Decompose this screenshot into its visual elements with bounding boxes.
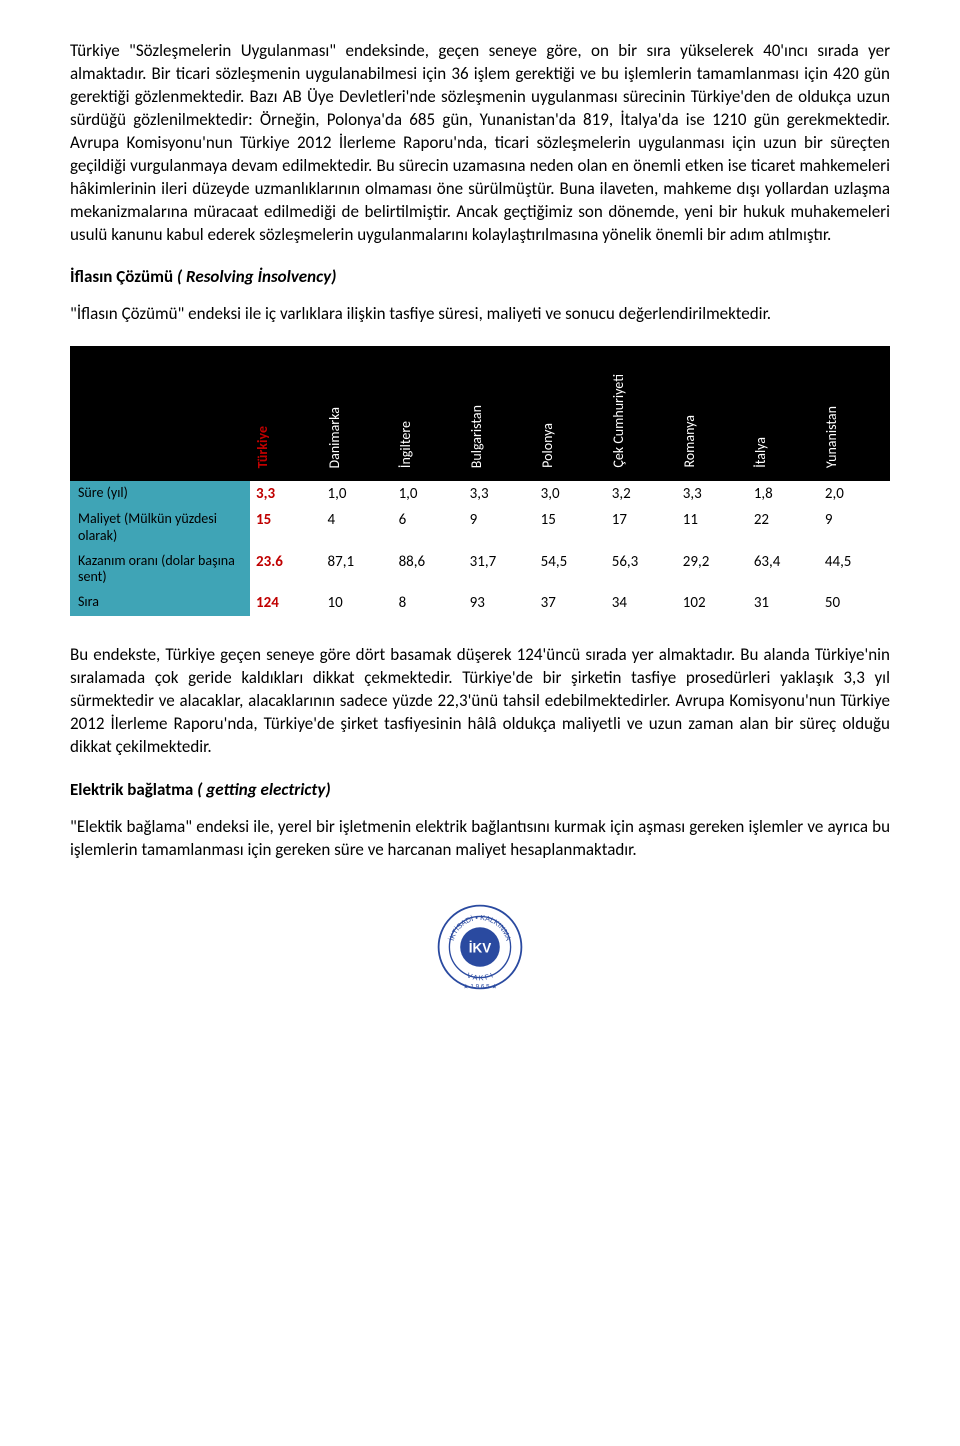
- table-row: Süre (yıl) 3,3 1,0 1,0 3,3 3,0 3,2 3,3 1…: [70, 481, 890, 507]
- row-label: Maliyet (Mülkün yüzdesi olarak): [70, 507, 250, 549]
- section-title-plain: İflasın Çözümü: [70, 266, 177, 287]
- row-label: Süre (yıl): [70, 481, 250, 507]
- svg-text:★ 1 9 6 5 ★: ★ 1 9 6 5 ★: [463, 983, 497, 990]
- ikv-logo-icon: İKV İKTİSADİ • KALKINMA V A K F I ★ 1 9 …: [435, 902, 525, 992]
- cell: 3,3: [677, 481, 748, 507]
- table-header-cek: Çek Cumhuriyeti: [606, 346, 677, 481]
- row-label: Sıra: [70, 590, 250, 616]
- cell: 17: [606, 507, 677, 549]
- footer-logo: İKV İKTİSADİ • KALKINMA V A K F I ★ 1 9 …: [70, 902, 890, 997]
- cell-tk: 3,3: [250, 481, 322, 507]
- cell: 2,0: [819, 481, 890, 507]
- section-title-plain: Elektrik bağlatma: [70, 779, 197, 800]
- cell-tk: 23.6: [250, 549, 322, 591]
- electricity-intro: "Elektik bağlama" endeksi ile, yerel bir…: [70, 816, 890, 862]
- insolvency-intro: "İflasın Çözümü" endeksi ile iç varlıkla…: [70, 303, 890, 326]
- cell: 54,5: [535, 549, 606, 591]
- cell: 11: [677, 507, 748, 549]
- cell: 10: [322, 590, 393, 616]
- cell: 15: [535, 507, 606, 549]
- cell: 87,1: [322, 549, 393, 591]
- table-header-italya: İtalya: [748, 346, 819, 481]
- cell: 1,8: [748, 481, 819, 507]
- section-title-electricity: Elektrik bağlatma ( getting electricty): [70, 779, 890, 800]
- cell-tk: 15: [250, 507, 322, 549]
- cell: 31: [748, 590, 819, 616]
- intro-paragraph: Türkiye "Sözleşmelerin Uygulanması" ende…: [70, 40, 890, 246]
- cell-tk: 124: [250, 590, 322, 616]
- cell: 63,4: [748, 549, 819, 591]
- cell: 1,0: [322, 481, 393, 507]
- table-header-bulgaristan: Bulgaristan: [464, 346, 535, 481]
- cell: 50: [819, 590, 890, 616]
- cell: 3,0: [535, 481, 606, 507]
- table-header-danimarka: Danimarka: [322, 346, 393, 481]
- cell: 3,2: [606, 481, 677, 507]
- cell: 93: [464, 590, 535, 616]
- cell: 44,5: [819, 549, 890, 591]
- cell: 6: [393, 507, 464, 549]
- cell: 29,2: [677, 549, 748, 591]
- cell: 102: [677, 590, 748, 616]
- cell: 88,6: [393, 549, 464, 591]
- cell: 3,3: [464, 481, 535, 507]
- section-title-italic: ( Resolving İnsolvency): [177, 266, 337, 287]
- cell: 31,7: [464, 549, 535, 591]
- insolvency-summary: Bu endekste, Türkiye geçen seneye göre d…: [70, 644, 890, 759]
- table-header-polonya: Polonya: [535, 346, 606, 481]
- cell: 1,0: [393, 481, 464, 507]
- cell: 9: [464, 507, 535, 549]
- table-row: Kazanım oranı (dolar başına sent) 23.6 8…: [70, 549, 890, 591]
- cell: 8: [393, 590, 464, 616]
- section-title-italic: ( getting electricty): [197, 779, 330, 800]
- svg-text:V A K F I: V A K F I: [466, 970, 495, 982]
- table-header-turkiye: Türkiye: [250, 346, 322, 481]
- cell: 34: [606, 590, 677, 616]
- cell: 56,3: [606, 549, 677, 591]
- svg-text:İKV: İKV: [469, 940, 492, 955]
- table-row: Maliyet (Mülkün yüzdesi olarak) 15 4 6 9…: [70, 507, 890, 549]
- insolvency-table: Türkiye Danimarka İngiltere Bulgaristan …: [70, 346, 890, 616]
- cell: 4: [322, 507, 393, 549]
- table-header-yunanistan: Yunanistan: [819, 346, 890, 481]
- table-header-row: Türkiye Danimarka İngiltere Bulgaristan …: [70, 346, 890, 481]
- cell: 9: [819, 507, 890, 549]
- table-header-ingiltere: İngiltere: [393, 346, 464, 481]
- table-row: Sıra 124 10 8 93 37 34 102 31 50: [70, 590, 890, 616]
- cell: 22: [748, 507, 819, 549]
- row-label: Kazanım oranı (dolar başına sent): [70, 549, 250, 591]
- cell: 37: [535, 590, 606, 616]
- section-title-insolvency: İflasın Çözümü ( Resolving İnsolvency): [70, 266, 890, 287]
- table-header-romanya: Romanya: [677, 346, 748, 481]
- table-header-empty: [70, 346, 250, 481]
